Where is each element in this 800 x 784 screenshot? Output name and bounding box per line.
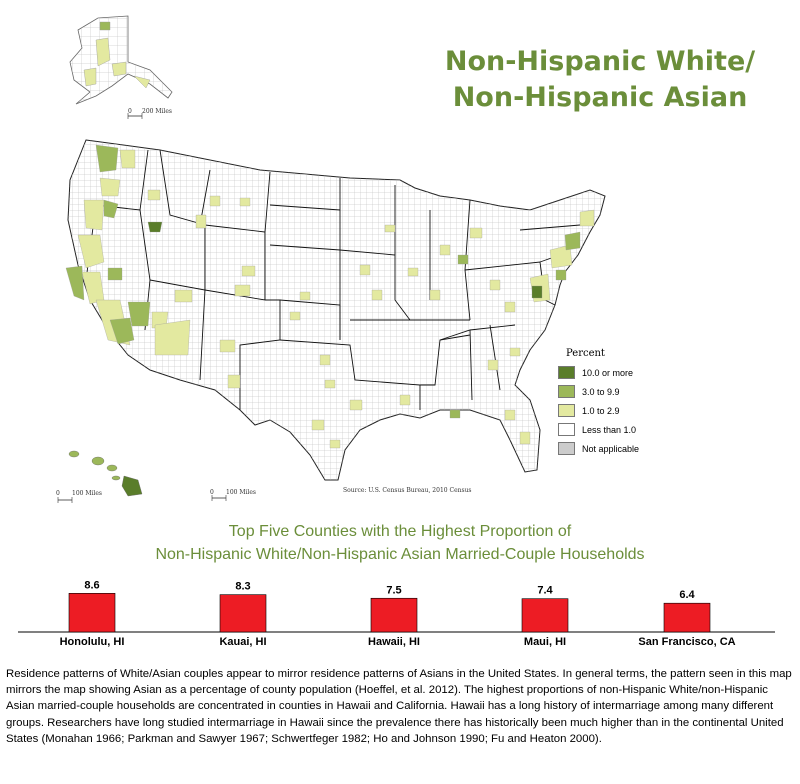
contiguous-us [65,139,606,481]
map-title-line1: Non-Hispanic White/ [444,46,756,77]
legend-title: Percent [566,348,605,359]
hawaii-scale-zero: 0 [56,490,60,497]
legend-label: 10.0 or more [582,367,634,378]
alaska-scale-zero: 0 [128,108,132,115]
legend-item: 3.0 to 9.9 [558,384,708,399]
legend-label: 3.0 to 9.9 [582,386,620,397]
legend-swatch [558,404,575,417]
hawaii-scale-label: 100 Miles [72,490,102,497]
legend-swatch [558,423,575,436]
bar [521,598,569,633]
category-label: Honolulu, HI [60,636,125,648]
map-legend: Percent 10.0 or more 3.0 to 9.9 1.0 to 2… [558,348,708,460]
bar-value-label: 8.3 [235,581,250,593]
category-label: Kauai, HI [219,636,266,648]
bar-value-label: 8.6 [84,579,99,591]
map-title-line2: Non-Hispanic Asian [452,82,748,113]
bar [68,592,116,633]
source-note: Source: U.S. Census Bureau, 2010 Census [343,487,472,494]
prico-scale-label: 100 Miles [226,489,256,496]
bar-value-label: 7.4 [537,585,553,597]
legend-label: Not applicable [582,443,640,454]
legend-item: 1.0 to 2.9 [558,403,708,418]
legend-swatch [558,385,575,398]
legend-item: 10.0 or more [558,365,708,380]
us-county-map [57,15,606,503]
chart-title: Top Five Counties with the Highest Propo… [100,520,700,566]
legend-swatch [558,442,575,455]
alaska-scale-label: 200 Miles [142,108,172,115]
legend-swatch [558,366,575,379]
puerto-rico-inset [211,495,227,501]
legend-item: Not applicable [558,441,708,456]
legend-item: Less than 1.0 [558,422,708,437]
prico-scale-zero: 0 [210,489,214,496]
category-label: San Francisco, CA [638,636,735,648]
category-label: Maui, HI [524,636,566,648]
bar-value-label: 7.5 [386,584,401,596]
bar-value-label: 6.4 [679,589,695,601]
bar-chart: 8.6 Honolulu, HI 8.3 Kauai, HI 7.5 Hawaii, HI… [18,579,775,648]
alaska-inset [69,15,173,119]
legend-label: Less than 1.0 [582,424,637,435]
chart-title-line1: Top Five Counties with the Highest Propo… [228,523,572,540]
bar [663,602,711,633]
legend-label: 1.0 to 2.9 [582,405,620,416]
map-title: Non-Hispanic White/ Non-Hispanic Asian [430,44,770,116]
description-text: Residence patterns of White/Asian couple… [6,668,792,745]
chart-title-line2: Non-Hispanic White/Non-Hispanic Asian Ma… [155,546,645,563]
hawaii-inset [57,450,143,503]
bar [219,594,267,633]
category-label: Hawaii, HI [368,636,420,648]
bar [370,597,418,633]
